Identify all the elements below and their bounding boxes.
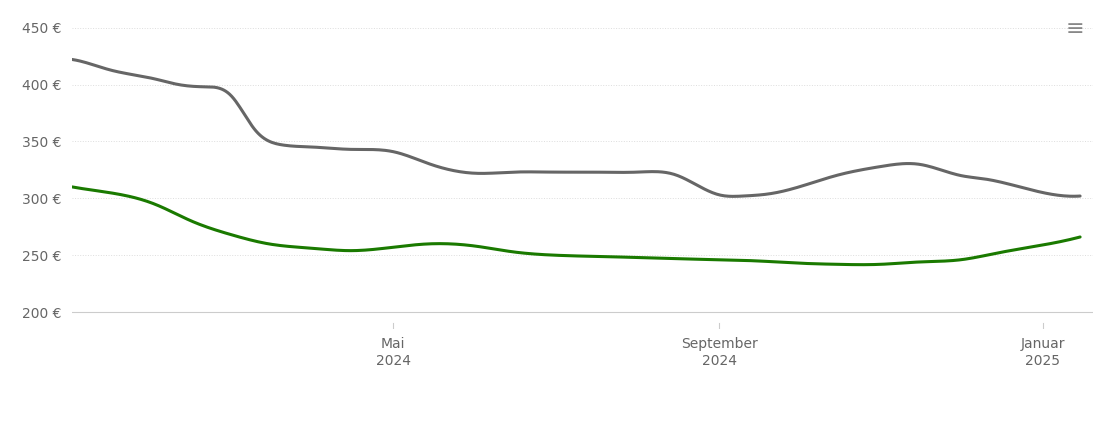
Text: ≡: ≡ [1066, 19, 1084, 39]
